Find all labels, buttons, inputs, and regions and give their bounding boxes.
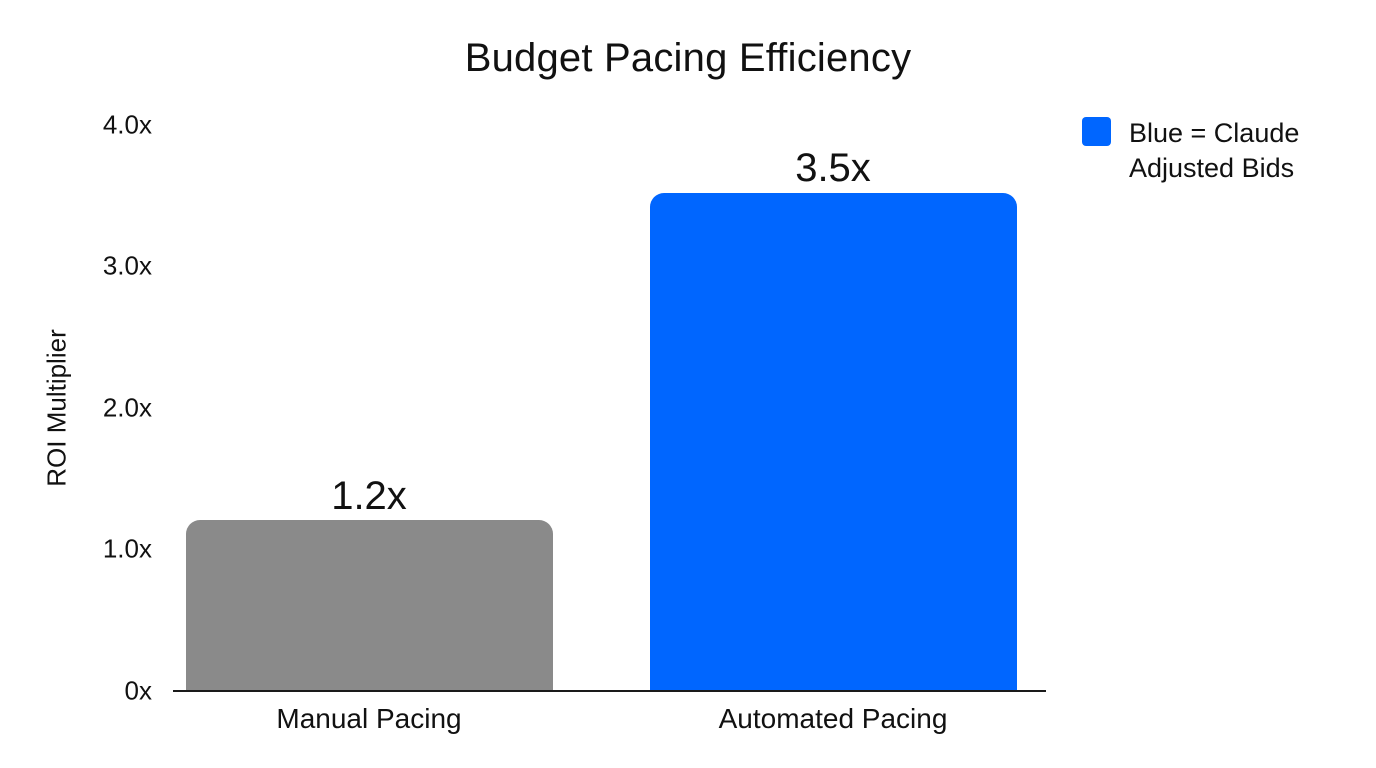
y-tick-3: 3.0x — [102, 250, 152, 281]
y-tick-1: 1.0x — [102, 533, 152, 564]
x-tick-manual-pacing: Manual Pacing — [276, 703, 462, 734]
y-tick-2: 2.0x — [102, 392, 152, 423]
bar-automated-pacing[interactable] — [650, 193, 1017, 691]
bar-value-label-manual: 1.2x — [331, 474, 407, 518]
bar-value-label-automated: 3.5x — [795, 146, 871, 190]
y-tick-0: 0x — [124, 675, 152, 706]
legend-text-line2: Adjusted Bids — [1129, 153, 1295, 183]
legend-entry: Blue = Claude Adjusted Bids — [1129, 116, 1376, 186]
bar-manual-pacing[interactable] — [186, 520, 553, 691]
legend-text-line1: Blue = Claude — [1129, 118, 1300, 148]
y-axis-label: ROI Multiplier — [41, 329, 72, 487]
legend-swatch-blue — [1082, 117, 1111, 146]
chart-title: Budget Pacing Efficiency — [464, 36, 912, 80]
y-tick-4: 4.0x — [102, 109, 152, 140]
x-tick-automated-pacing: Automated Pacing — [718, 703, 948, 734]
x-axis-line — [173, 690, 1046, 692]
